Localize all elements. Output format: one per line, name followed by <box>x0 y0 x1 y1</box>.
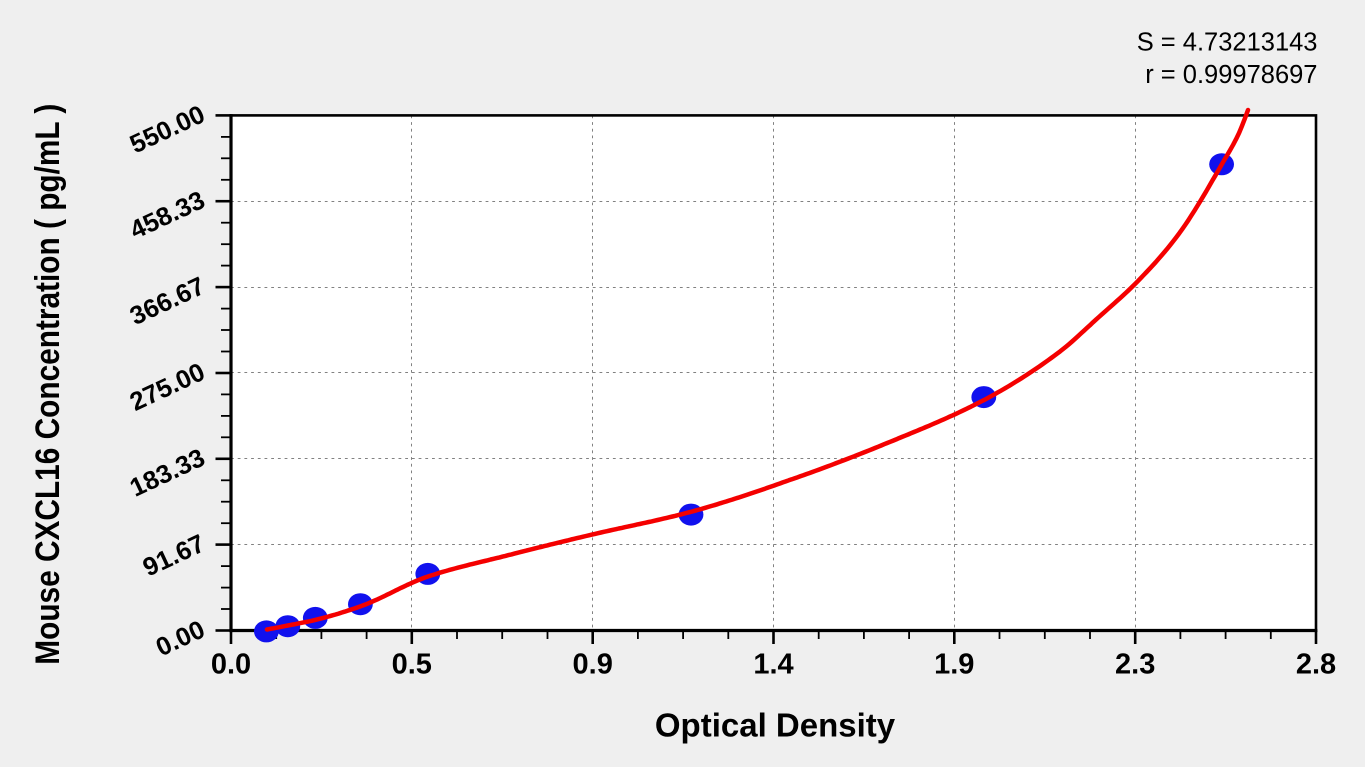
svg-text:1.9: 1.9 <box>934 649 974 681</box>
svg-text:2.8: 2.8 <box>1296 649 1336 681</box>
svg-text:r = 0.99978697: r = 0.99978697 <box>1145 61 1317 89</box>
svg-text:0.9: 0.9 <box>573 649 613 681</box>
svg-text:0.0: 0.0 <box>211 649 251 681</box>
svg-text:S = 4.73213143: S = 4.73213143 <box>1137 28 1318 56</box>
svg-text:1.4: 1.4 <box>753 649 793 681</box>
svg-text:Optical Density: Optical Density <box>655 707 896 744</box>
svg-text:2.3: 2.3 <box>1115 649 1155 681</box>
svg-text:0.5: 0.5 <box>392 649 432 681</box>
svg-text:Mouse CXCL16 Concentration ( p: Mouse CXCL16 Concentration ( pg/mL ) <box>29 104 67 665</box>
